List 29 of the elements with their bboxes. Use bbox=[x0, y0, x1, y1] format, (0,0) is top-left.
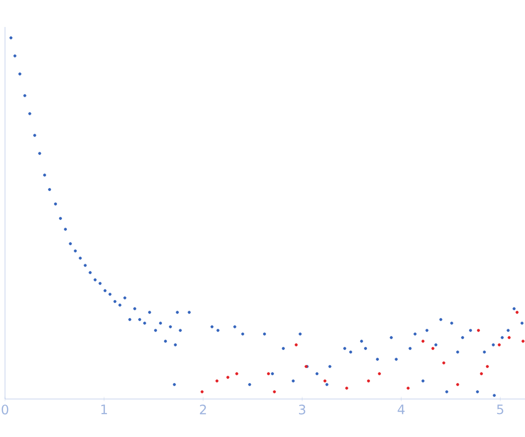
x-tick-label: 2 bbox=[200, 404, 206, 414]
x-tick-label: 5 bbox=[497, 404, 504, 414]
point bbox=[323, 379, 326, 382]
point bbox=[508, 336, 511, 340]
point bbox=[367, 379, 370, 382]
point bbox=[442, 361, 446, 364]
x-tick-label: 1 bbox=[101, 404, 107, 414]
x-tick-label: 3 bbox=[299, 404, 306, 414]
x-tick-label: 4 bbox=[398, 404, 405, 414]
point bbox=[456, 383, 460, 386]
point bbox=[272, 390, 276, 394]
point bbox=[266, 372, 270, 376]
x-tick-label: 0 bbox=[2, 404, 8, 414]
point bbox=[421, 340, 424, 343]
point bbox=[200, 390, 204, 394]
point bbox=[378, 372, 381, 376]
point bbox=[516, 310, 519, 314]
point bbox=[480, 372, 483, 376]
point bbox=[294, 343, 298, 346]
point bbox=[431, 346, 434, 350]
point bbox=[476, 328, 480, 332]
point bbox=[498, 343, 501, 346]
point bbox=[522, 340, 525, 343]
point bbox=[226, 376, 230, 379]
point bbox=[486, 365, 489, 368]
point bbox=[235, 372, 238, 376]
point bbox=[406, 386, 410, 390]
point bbox=[215, 379, 218, 382]
point bbox=[345, 386, 348, 390]
